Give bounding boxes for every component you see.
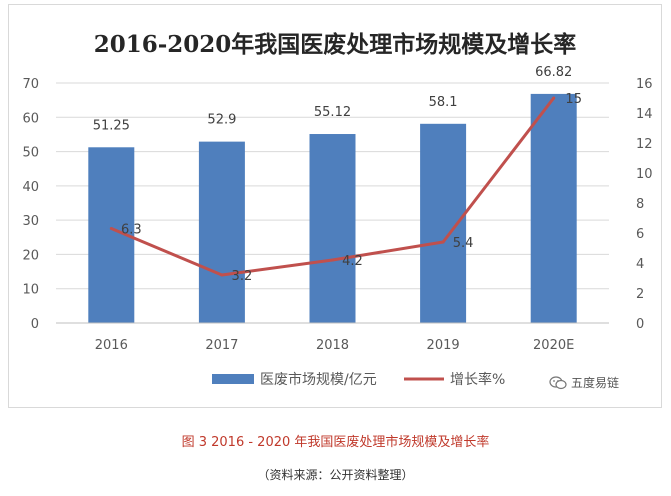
x-tick-label: 2017 [205, 338, 238, 353]
x-tick-label: 2018 [316, 338, 349, 353]
x-tick-label: 2020E [533, 338, 574, 353]
line-value-label: 15 [565, 92, 582, 107]
y-left-tick-label: 40 [22, 180, 39, 195]
line-point [331, 258, 334, 262]
y-right-tick-label: 8 [636, 197, 644, 212]
line-point [220, 273, 224, 277]
line-value-label: 4.2 [342, 254, 363, 269]
line-value-label: 6.3 [121, 223, 142, 238]
y-left-tick-label: 60 [22, 111, 39, 126]
line-point [552, 96, 556, 100]
y-right-tick-label: 0 [636, 317, 644, 332]
y-left-tick-label: 50 [22, 146, 39, 161]
y-left-tick-label: 0 [31, 317, 39, 332]
y-right-tick-label: 12 [636, 137, 653, 152]
bar-value-label: 51.25 [93, 118, 130, 133]
line-value-label: 5.4 [453, 236, 474, 251]
figure-caption: 图 3 2016 - 2020 年我国医废处理市场规模及增长率 [181, 435, 490, 450]
bar-series [88, 93, 577, 323]
y-left-tick-label: 30 [22, 214, 39, 229]
bar [198, 141, 245, 323]
watermark-text: 五度易链 [571, 376, 620, 390]
y-right-tick-label: 6 [636, 227, 644, 242]
line-series [109, 96, 556, 277]
axes: 0 10 20 30 40 50 60 70 0 2 4 6 8 10 12 14 16 2016 2017 2018… [22, 77, 652, 353]
y-right-tick-label: 16 [636, 77, 653, 92]
y-left-tick-label: 20 [22, 248, 39, 263]
chart-svg: 2016-2020年我国医废处理市场规模及增长率 010203040506070… [22, 31, 652, 388]
line-point [441, 240, 445, 244]
watermark: 五度易链 [549, 374, 619, 391]
bar-value-label: 66.82 [535, 65, 572, 80]
bar-value-label: 52.9 [207, 113, 236, 128]
legend-label-bar: 医废市场规模/亿元 [260, 371, 377, 388]
chart-frame: 2016-2020年我国医废处理市场规模及增长率 0 10 20 30 40 50 60 70… [8, 4, 662, 408]
chart-title: 2016-2020年我国医废处理市场规模及增长率 [94, 31, 577, 58]
x-tick-label: 2016 [95, 338, 128, 353]
bar [530, 93, 577, 323]
legend-label-line: 增长率% [450, 371, 505, 388]
bar-value-label: 55.12 [314, 105, 351, 120]
bar-value-label: 58.1 [429, 95, 458, 110]
y-left-tick-label: 70 [22, 77, 39, 92]
legend-swatch-bar [212, 374, 254, 384]
data-labels: 51.25 52.9 55.12 58.1 66.82 6.3 3.2 4.2 5.4 15 [93, 65, 582, 284]
source-note: （资料来源：公开资料整理） [257, 468, 414, 482]
line-point [109, 227, 113, 230]
y-left-tick-label: 10 [22, 283, 39, 298]
y-right-tick-label: 10 [636, 167, 653, 182]
y-right-tick-label: 4 [636, 257, 644, 272]
legend: 医废市场规模/亿元 增长率% [212, 371, 505, 388]
wechat-logo-icon [549, 375, 567, 389]
x-tick-label: 2019 [427, 338, 460, 353]
y-right-tick-label: 14 [636, 107, 653, 122]
bar [309, 134, 356, 323]
y-right-tick-label: 2 [636, 287, 644, 302]
line-value-label: 3.2 [232, 269, 253, 284]
